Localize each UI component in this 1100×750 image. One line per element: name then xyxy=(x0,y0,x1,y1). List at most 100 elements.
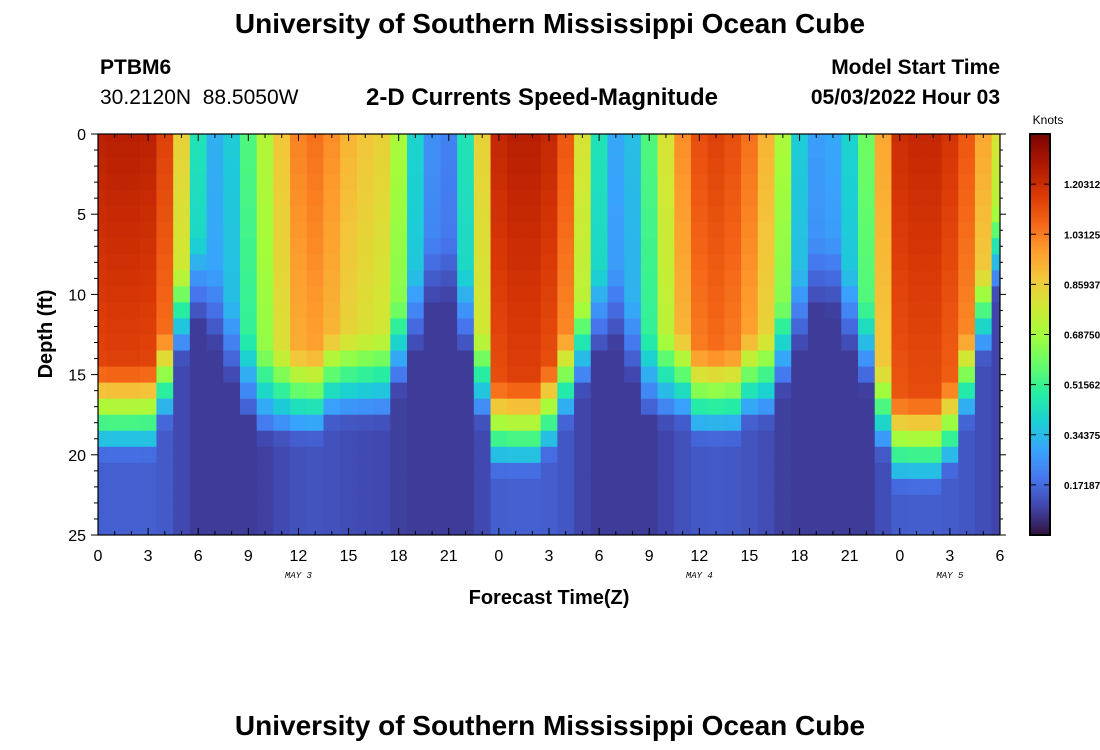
heatmap-cell xyxy=(173,302,191,319)
heatmap-cell xyxy=(590,510,608,528)
heatmap-cell xyxy=(640,158,659,175)
heatmap-cell xyxy=(958,430,976,448)
heatmap-cell xyxy=(674,302,692,319)
heatmap-cell xyxy=(791,398,809,416)
heatmap-cell xyxy=(523,158,542,175)
heatmap-cell xyxy=(741,366,759,384)
heatmap-cell xyxy=(340,142,358,159)
heatmap-cell xyxy=(624,478,642,496)
heatmap-cell xyxy=(407,510,425,528)
heatmap-cell xyxy=(290,414,308,432)
heatmap-cell xyxy=(891,494,909,512)
heatmap-cell xyxy=(607,286,625,303)
heatmap-cell xyxy=(824,238,842,255)
x-tick-label: 6 xyxy=(996,548,1005,565)
heatmap-cell xyxy=(974,158,993,175)
heatmap-cell xyxy=(791,318,809,335)
heatmap-cell xyxy=(356,134,375,143)
heatmap-cell xyxy=(473,366,492,384)
heatmap-cell xyxy=(774,238,792,255)
heatmap-cell xyxy=(173,206,191,223)
heatmap-cell xyxy=(640,334,659,352)
heatmap-cell xyxy=(791,446,809,464)
heatmap-cell xyxy=(507,286,525,303)
heatmap-cell xyxy=(473,174,492,191)
heatmap-cell xyxy=(290,350,308,368)
heatmap-cell xyxy=(741,206,759,223)
heatmap-cell xyxy=(507,334,525,352)
heatmap-cell xyxy=(807,510,826,528)
y-tick-label: 5 xyxy=(77,207,86,224)
heatmap-cell xyxy=(874,158,892,175)
heatmap-cell xyxy=(791,478,809,496)
heatmap-cell xyxy=(974,462,993,480)
heatmap-cell xyxy=(223,414,241,432)
heatmap-cell xyxy=(841,174,859,191)
heatmap-cell xyxy=(340,478,358,496)
heatmap-cell xyxy=(473,414,492,432)
heatmap-cell xyxy=(173,238,191,255)
heatmap-cell xyxy=(440,318,458,335)
heatmap-cell xyxy=(139,286,157,303)
heatmap-cell xyxy=(123,254,141,271)
heatmap-cell xyxy=(974,478,993,496)
heatmap-cell xyxy=(123,286,141,303)
heatmap-cell xyxy=(540,334,558,352)
colorbar-tick-label: 0.51562 xyxy=(1064,381,1100,392)
heatmap-cell xyxy=(908,382,926,400)
heatmap-cell xyxy=(390,174,408,191)
heatmap-cell xyxy=(490,398,508,416)
heatmap-cell xyxy=(874,174,892,191)
heatmap-cell xyxy=(958,286,976,303)
heatmap-cell xyxy=(958,142,976,159)
heatmap-cell xyxy=(440,382,458,400)
heatmap-cell xyxy=(273,190,291,207)
heatmap-cell xyxy=(239,398,258,416)
heatmap-cell xyxy=(323,158,341,175)
heatmap-cell xyxy=(707,174,725,191)
heatmap-cell xyxy=(98,462,107,480)
heatmap-cell xyxy=(791,510,809,528)
heatmap-cell xyxy=(256,134,274,143)
heatmap-cell xyxy=(807,414,826,432)
heatmap-cell xyxy=(473,350,492,368)
heatmap-cell xyxy=(774,430,792,448)
heatmap-cell xyxy=(457,462,475,480)
heatmap-cell xyxy=(490,350,508,368)
heatmap-cell xyxy=(624,430,642,448)
heatmap-cell xyxy=(908,350,926,368)
heatmap-cell xyxy=(908,494,926,512)
heatmap-cell xyxy=(256,446,274,464)
heatmap-cell xyxy=(457,398,475,416)
heatmap-cell xyxy=(306,446,324,464)
heatmap-cell xyxy=(724,158,742,175)
heatmap-cell xyxy=(824,494,842,512)
heatmap-cell xyxy=(624,206,642,223)
heatmap-cell xyxy=(189,270,208,287)
heatmap-cell xyxy=(323,462,341,480)
heatmap-cell xyxy=(941,462,959,480)
heatmap-cell xyxy=(189,318,208,335)
x-tick-label: 9 xyxy=(244,548,253,565)
heatmap-cell xyxy=(824,302,842,319)
heatmap-cell xyxy=(741,142,759,159)
heatmap-cell xyxy=(824,398,842,416)
heatmap-cell xyxy=(273,446,291,464)
heatmap-cell xyxy=(423,222,441,239)
heatmap-cell xyxy=(390,398,408,416)
heatmap-cell xyxy=(206,254,224,271)
heatmap-cell xyxy=(757,446,775,464)
heatmap-cell xyxy=(741,270,759,287)
heatmap-cell xyxy=(490,286,508,303)
heatmap-cell xyxy=(523,206,542,223)
heatmap-cell xyxy=(557,430,575,448)
heatmap-cell xyxy=(106,190,124,207)
heatmap-cell xyxy=(707,510,725,528)
heatmap-cell xyxy=(958,158,976,175)
heatmap-cell xyxy=(941,286,959,303)
heatmap-cell xyxy=(239,334,258,352)
heatmap-cell xyxy=(206,350,224,368)
heatmap-cell xyxy=(924,334,943,352)
heatmap-cell xyxy=(123,462,141,480)
y-axis: 0 5 10 15 20 25 xyxy=(68,127,1006,545)
